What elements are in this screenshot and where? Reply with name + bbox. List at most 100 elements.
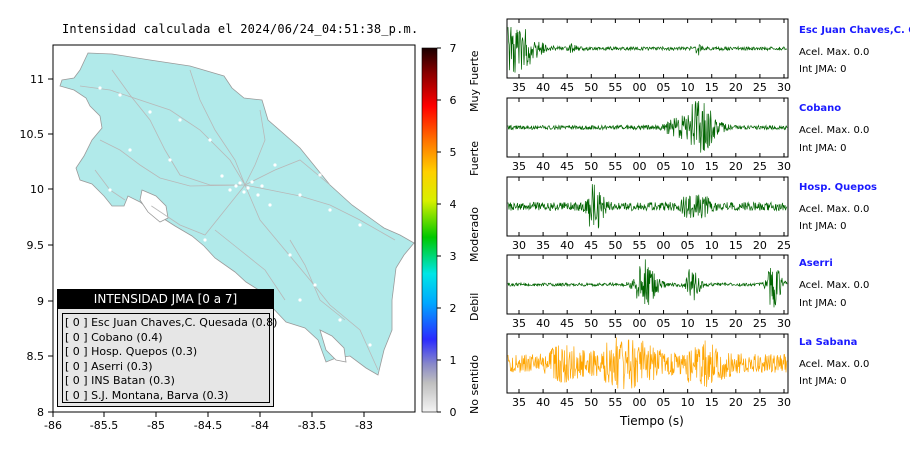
- colorbar-tick-label: 5: [450, 146, 457, 159]
- waveform-tick-label: 20: [729, 317, 743, 330]
- city-point: [242, 190, 246, 194]
- map-x-tick-label: -83: [355, 419, 373, 432]
- legend-item: [ 0 ] INS Batan (0.3): [65, 374, 175, 388]
- waveform-panel: 35 40 45 50 55 00 05 10 15 20 25 30: [506, 254, 791, 330]
- map-title: Intensidad calculada el 2024/06/24_04:51…: [62, 22, 419, 36]
- map-y-tick-label: 11: [30, 73, 44, 86]
- waveform-tick-label: 35: [512, 160, 526, 173]
- waveform-tick-label: 20: [729, 81, 743, 94]
- waveform-trace: [507, 259, 788, 308]
- waveform-panel: 35 40 45 50 55 00 05 10 15 20 25 30: [506, 97, 791, 173]
- waveform-trace: [507, 184, 788, 229]
- station-name: Hosp. Quepos: [799, 182, 878, 193]
- city-point: [220, 174, 224, 178]
- city-point: [108, 188, 112, 192]
- waveform-tick-label: 40: [560, 239, 574, 252]
- waveform-tick-label: 05: [681, 239, 695, 252]
- city-point: [208, 138, 212, 142]
- map-x-tick-label: -84.5: [194, 419, 222, 432]
- waveform-tick-label: 55: [608, 81, 622, 94]
- city-point: [234, 184, 238, 188]
- city-point: [168, 158, 172, 162]
- waveform-tick-label: 45: [560, 160, 574, 173]
- waveform-tick-label: 00: [632, 160, 646, 173]
- station-acel: Acel. Max. 0.0: [799, 47, 870, 58]
- waveform-tick-label: 15: [729, 239, 743, 252]
- colorbar-ticks: 7 6 5 4 3 2 1 0: [437, 42, 457, 419]
- waveform-tick-label: 20: [729, 396, 743, 409]
- waveform-tick-label: 40: [536, 81, 550, 94]
- city-point: [260, 184, 264, 188]
- waveform-tick-label: 15: [705, 396, 719, 409]
- intensity-colorbar: 7 6 5 4 3 2 1 0: [421, 42, 457, 419]
- waveform-panels: 35 40 45 50 55 00 05 10 15 20 25 30 35 40 45 50 55 00 05 10…: [506, 18, 791, 409]
- waveform-trace: [507, 337, 788, 390]
- waveform-panel: 30 35 40 45 50 55 00 05 10 15 20 25: [506, 176, 791, 252]
- city-point: [203, 238, 207, 242]
- city-point: [148, 110, 152, 114]
- map-y-tick-label: 8: [37, 406, 44, 419]
- waveform-tick-label: 40: [536, 160, 550, 173]
- road: [244, 109, 266, 186]
- waveform-panel: 35 40 45 50 55 00 05 10 15 20 25 30: [506, 333, 791, 409]
- waveform-tick-label: 45: [584, 239, 598, 252]
- colorbar-label-muy-fuerte: Muy Fuerte: [468, 50, 481, 112]
- waveform-tick-label: 00: [632, 396, 646, 409]
- road: [149, 184, 246, 236]
- city-point: [288, 253, 292, 257]
- city-point: [318, 173, 322, 177]
- waveform-tick-label: 30: [777, 396, 791, 409]
- road: [111, 69, 240, 186]
- station-int: Int JMA: 0: [799, 376, 847, 387]
- legend-item: [ 0 ] Esc Juan Chaves,C. Quesada (0.8): [65, 316, 278, 329]
- map-x-tick-label: -84: [251, 419, 269, 432]
- waveform-tick-label: 10: [705, 239, 719, 252]
- waveform-tick-label: 35: [512, 81, 526, 94]
- waveform-tick-label: 20: [753, 239, 767, 252]
- road: [79, 85, 246, 186]
- map-x-axis: -86 -85.5 -85 -84.5 -84 -83.5 -83: [44, 412, 373, 432]
- city-point: [118, 93, 122, 97]
- waveform-trace: [507, 26, 788, 73]
- station-name: Cobano: [799, 103, 842, 114]
- waveform-tick-label: 35: [512, 317, 526, 330]
- legend-item: [ 0 ] Cobano (0.4): [65, 330, 163, 344]
- map-y-tick-label: 10.5: [20, 128, 45, 141]
- waveform-tick-label: 00: [657, 239, 671, 252]
- waveform-tick-label: 45: [560, 81, 574, 94]
- colorbar-tick-label: 6: [450, 94, 457, 107]
- waveform-tick-label: 05: [657, 317, 671, 330]
- waveform-tick-label: 30: [777, 317, 791, 330]
- waveform-tick-label: 50: [608, 239, 622, 252]
- city-point: [298, 298, 302, 302]
- city-point: [328, 208, 332, 212]
- waveform-tick-label: 20: [729, 160, 743, 173]
- city-point: [238, 181, 242, 185]
- colorbar-tick-label: 3: [450, 250, 457, 263]
- waveform-tick-label: 55: [608, 160, 622, 173]
- legend-list: [ 0 ] Esc Juan Chaves,C. Quesada (0.8) […: [62, 313, 278, 403]
- colorbar-label-moderado: Moderado: [468, 207, 481, 262]
- city-points: [98, 86, 372, 347]
- station-name: Esc Juan Chaves,C. Qu: [799, 25, 910, 36]
- waveform-tick-label: 25: [753, 81, 767, 94]
- station-name: La Sabana: [799, 337, 858, 348]
- city-point: [228, 188, 232, 192]
- road: [289, 239, 346, 321]
- city-point: [338, 318, 342, 322]
- city-point: [148, 203, 152, 207]
- map-y-axis: 11 10.5 10 9.5 9 8.5 8: [20, 73, 53, 419]
- waveform-tick-label: 15: [705, 317, 719, 330]
- city-point: [128, 148, 132, 152]
- waveform-tick-label: 05: [657, 81, 671, 94]
- waveform-tick-label: 40: [536, 317, 550, 330]
- waveform-tick-label: 55: [608, 317, 622, 330]
- colorbar-tick-label: 2: [450, 302, 457, 315]
- station-int: Int JMA: 0: [799, 221, 847, 232]
- waveform-tick-label: 15: [705, 160, 719, 173]
- city-point: [298, 193, 302, 197]
- city-point: [250, 180, 254, 184]
- waveform-tick-label: 35: [536, 239, 550, 252]
- city-point: [98, 86, 102, 90]
